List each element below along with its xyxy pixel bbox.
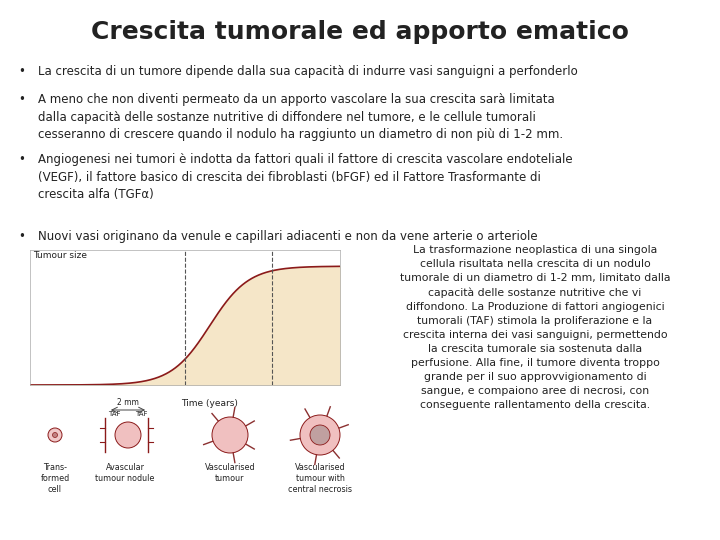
Text: •: • [18,153,25,166]
Text: Angiogenesi nei tumori è indotta da fattori quali il fattore di crescita vascola: Angiogenesi nei tumori è indotta da fatt… [38,153,572,201]
Text: •: • [18,93,25,106]
Text: La trasformazione neoplastica di una singola
cellula risultata nella crescita di: La trasformazione neoplastica di una sin… [400,245,670,410]
Circle shape [300,415,340,455]
Text: A meno che non diventi permeato da un apporto vascolare la sua crescita sarà lim: A meno che non diventi permeato da un ap… [38,93,563,141]
Text: La crescita di un tumore dipende dalla sua capacità di indurre vasi sanguigni a : La crescita di un tumore dipende dalla s… [38,65,577,78]
Text: TAF: TAF [108,411,120,417]
Text: Avascular
tumour nodule: Avascular tumour nodule [95,463,155,483]
Circle shape [212,417,248,453]
Text: •: • [18,230,25,243]
Text: TAF: TAF [135,411,148,417]
Text: 2 mm: 2 mm [117,398,139,407]
Circle shape [48,428,62,442]
Text: Trans-
formed
cell: Trans- formed cell [40,463,70,494]
Text: Vascularised
tumour: Vascularised tumour [204,463,256,483]
Circle shape [310,425,330,445]
Text: Vascularised
tumour with
central necrosis: Vascularised tumour with central necrosi… [288,463,352,494]
Text: Time (years): Time (years) [181,399,238,408]
Circle shape [53,433,58,437]
Text: Tumour size: Tumour size [33,251,87,260]
Circle shape [115,422,141,448]
Text: Nuovi vasi originano da venule e capillari adiacenti e non da vene arterie o art: Nuovi vasi originano da venule e capilla… [38,230,538,243]
Text: •: • [18,65,25,78]
Text: Crescita tumorale ed apporto ematico: Crescita tumorale ed apporto ematico [91,20,629,44]
